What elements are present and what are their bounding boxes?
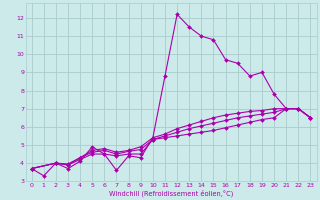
X-axis label: Windchill (Refroidissement éolien,°C): Windchill (Refroidissement éolien,°C) xyxy=(109,189,233,197)
